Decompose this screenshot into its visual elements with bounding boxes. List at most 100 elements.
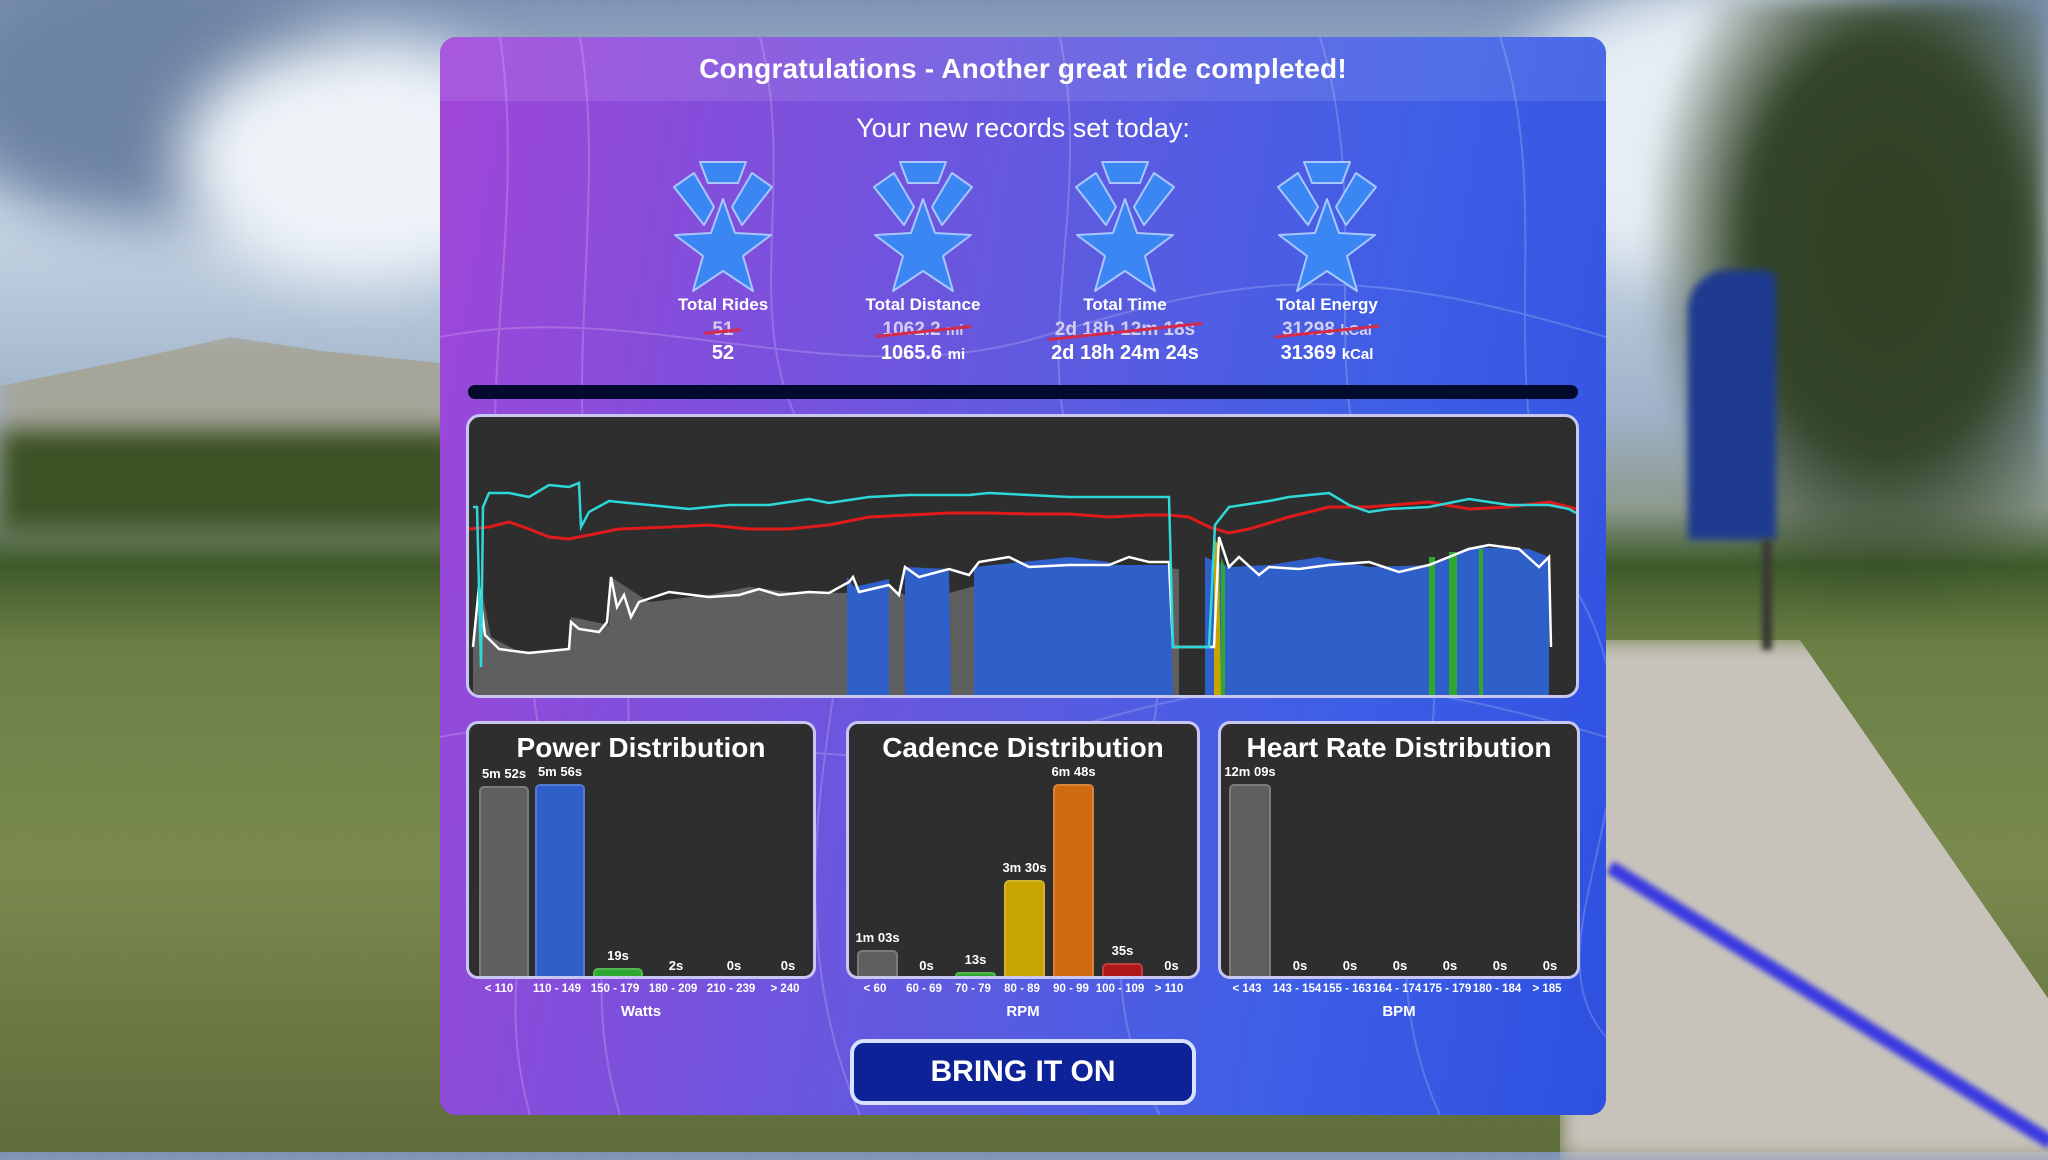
power-zone-fills <box>473 537 1549 695</box>
x-label: < 143 <box>1232 983 1262 995</box>
bar-value: 12m 09s <box>1224 764 1276 779</box>
bars: 1m 03s 0s 13s 3m 30s 6m 48s <box>855 764 1191 976</box>
bar-value: 5m 56s <box>537 764 583 779</box>
x-axis-labels: < 143 143 - 154 155 - 163 164 - 174 175 … <box>1218 983 1580 999</box>
bar: 6m 48s <box>1051 764 1096 976</box>
power-line <box>471 536 1553 655</box>
bar-value: 0s <box>1542 958 1558 973</box>
bar-value: 2s <box>668 958 684 973</box>
x-label: 175 - 179 <box>1422 983 1472 995</box>
bar: 3m 30s <box>1002 860 1047 976</box>
bar-value: 13s <box>964 952 987 967</box>
treeline <box>0 430 460 530</box>
timeline-plot <box>469 481 1576 695</box>
bar-value: 1m 03s <box>855 930 900 945</box>
bar: 5m 56s <box>535 764 585 976</box>
power-distribution-chart: Power Distribution 5m 52s 5m 56s 19s 2s <box>466 721 816 979</box>
x-label: 210 - 239 <box>706 983 756 995</box>
record-new-value: 1065.6 mi <box>880 342 966 364</box>
bar: 1m 03s <box>855 930 900 976</box>
cadence-line <box>473 481 1576 668</box>
x-label: 110 - 149 <box>533 983 581 995</box>
x-label: 70 - 79 <box>955 983 991 995</box>
bar-value: 19s <box>607 948 629 963</box>
bar-value: 0s <box>726 958 742 973</box>
x-label: 100 - 109 <box>1095 983 1145 995</box>
bar-value: 35s <box>1111 943 1134 958</box>
bar-value: 0s <box>1492 958 1508 973</box>
bar-value: 3m 30s <box>1002 860 1047 875</box>
record-old-value: 31298 kCal <box>1282 319 1372 340</box>
power-distribution: Power Distribution 5m 52s 5m 56s 19s 2s <box>466 721 816 1021</box>
bar-value: 0s <box>1292 958 1308 973</box>
x-label: 164 - 174 <box>1372 983 1422 995</box>
banner-pole <box>1762 540 1772 650</box>
bar-value: 0s <box>1164 958 1179 973</box>
medal-star-icon <box>873 161 973 292</box>
x-label: 80 - 89 <box>1004 983 1040 995</box>
record-label: Total Distance <box>865 295 981 314</box>
x-label: > 240 <box>770 983 800 995</box>
record-new-value: 31369 kCal <box>1280 342 1374 364</box>
records-subtitle: Your new records set today: <box>856 113 1190 143</box>
x-label: 155 - 163 <box>1322 983 1372 995</box>
chart-title: Cadence Distribution <box>882 732 1164 763</box>
bring-it-on-button[interactable]: BRING IT ON <box>850 1039 1196 1105</box>
record-old-value: 51 <box>712 319 734 340</box>
x-axis-title: Watts <box>620 1003 662 1020</box>
record-total-distance: Total Distance 1062.2 mi 1065.6 mi <box>823 157 1023 365</box>
x-axis-title: BPM <box>1382 1003 1416 1020</box>
bar-value: 0s <box>1342 958 1358 973</box>
ride-summary-panel: Congratulations - Another great ride com… <box>440 37 1606 1115</box>
record-label: Total Time <box>1083 295 1167 314</box>
cadence-distribution-chart: Cadence Distribution 1m 03s 0s 13s 3m 30… <box>846 721 1200 979</box>
x-label: 180 - 209 <box>648 983 698 995</box>
record-total-energy: Total Energy 31298 kCal 31369 kCal <box>1227 157 1427 365</box>
x-label: < 110 <box>484 983 514 995</box>
record-old-value: 2d 18h 12m 18s <box>1054 319 1196 340</box>
record-total-time: Total Time 2d 18h 12m 18s 2d 18h 24m 24s <box>1025 157 1225 365</box>
chart-title: Power Distribution <box>516 732 766 763</box>
bar-value: 0s <box>919 958 934 973</box>
bars: 5m 52s 5m 56s 19s 2s 0s 0s <box>475 764 807 976</box>
record-label: Total Rides <box>677 295 769 314</box>
record-old-value: 1062.2 mi <box>882 319 964 340</box>
bar-value: 5m 52s <box>481 766 527 781</box>
x-label: < 60 <box>863 983 887 995</box>
bar: 12m 09s <box>1224 764 1276 976</box>
bar-value: 0s <box>780 958 796 973</box>
record-new-value: 2d 18h 24m 24s <box>1051 342 1199 364</box>
cadence-distribution: Cadence Distribution 1m 03s 0s 13s 3m 30… <box>846 721 1200 1021</box>
bar-value: 0s <box>1442 958 1458 973</box>
banner-flag <box>1688 270 1776 540</box>
road <box>1560 640 2048 1160</box>
chart-title: Heart Rate Distribution <box>1246 732 1552 763</box>
x-label: 60 - 69 <box>906 983 942 995</box>
bar-value: 0s <box>1392 958 1408 973</box>
heart-rate-distribution: Heart Rate Distribution 12m 09s 0s 0s 0s… <box>1218 721 1580 1021</box>
record-new-value: 52 <box>711 342 735 364</box>
x-label: 90 - 99 <box>1053 983 1089 995</box>
bar: 5m 52s <box>479 766 529 976</box>
medal-star-icon <box>1277 161 1377 292</box>
heart-rate-distribution-chart: Heart Rate Distribution 12m 09s 0s 0s 0s… <box>1218 721 1580 979</box>
heart-rate-line <box>469 500 1576 541</box>
record-total-rides: Total Rides 51 52 <box>623 157 823 365</box>
ride-timeline-chart <box>466 414 1579 698</box>
bars: 12m 09s 0s 0s 0s 0s 0s 0s <box>1224 764 1571 976</box>
x-axis-labels: < 110 110 - 149 150 - 179 180 - 209 210 … <box>466 983 816 999</box>
x-label: > 110 <box>1154 983 1184 995</box>
medal-star-icon <box>1075 161 1175 292</box>
record-label: Total Energy <box>1276 295 1378 314</box>
x-axis-labels: < 60 60 - 69 70 - 79 80 - 89 90 - 99 100… <box>846 983 1200 999</box>
x-label: 180 - 184 <box>1472 983 1522 995</box>
bar: 19s <box>593 948 643 976</box>
x-label: 143 - 154 <box>1272 983 1322 995</box>
bar-value: 6m 48s <box>1051 764 1096 779</box>
bar: 35s <box>1102 943 1143 976</box>
page-title: Congratulations - Another great ride com… <box>699 53 1347 84</box>
medal-star-icon <box>673 161 773 292</box>
x-axis-title: RPM <box>1006 1003 1040 1020</box>
progress-bar <box>468 385 1578 399</box>
x-label: 150 - 179 <box>590 983 640 995</box>
